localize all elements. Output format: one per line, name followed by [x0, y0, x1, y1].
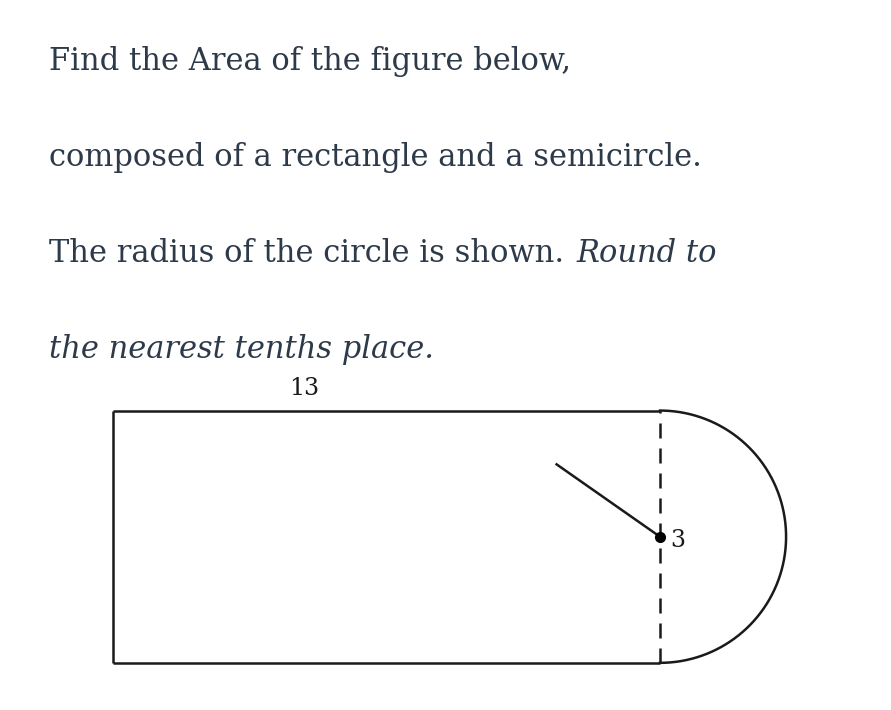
Text: The radius of the circle is shown.: The radius of the circle is shown.	[49, 238, 574, 269]
Text: Round to: Round to	[576, 238, 717, 269]
Text: the nearest tenths place.: the nearest tenths place.	[49, 334, 434, 365]
Text: Find the Area of the figure below,: Find the Area of the figure below,	[49, 46, 571, 77]
Text: 13: 13	[290, 377, 320, 400]
Text: composed of a rectangle and a semicircle.: composed of a rectangle and a semicircle…	[49, 142, 702, 173]
Text: 3: 3	[670, 530, 685, 552]
